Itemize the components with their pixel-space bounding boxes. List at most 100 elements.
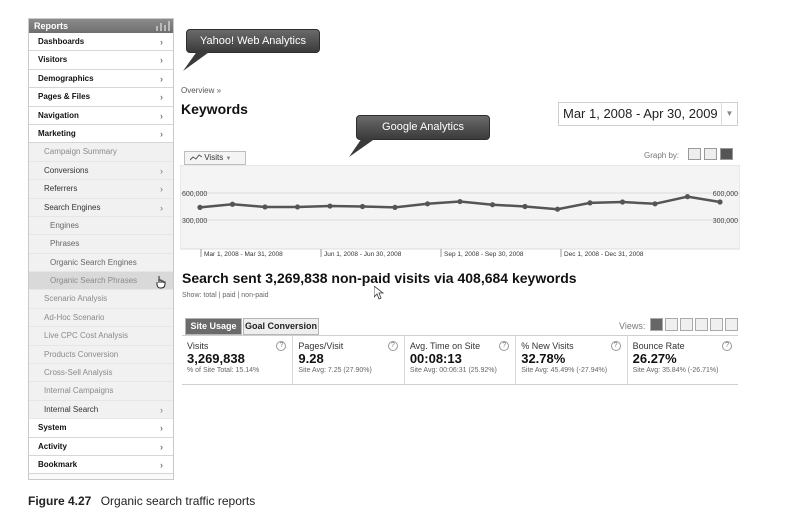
data-point[interactable] (424, 201, 431, 207)
sidebar-item-label: Marketing (38, 128, 76, 138)
chart-view-icon[interactable] (725, 318, 738, 331)
pivot-view-icon[interactable] (710, 318, 723, 331)
table-view-icon[interactable] (650, 318, 663, 331)
sidebar-item[interactable]: Phrases (29, 235, 173, 254)
metric-site-average: % of Site Total: 15.14% (187, 367, 260, 374)
hand-cursor-icon (156, 276, 166, 289)
graph-by-week-icon[interactable] (704, 148, 717, 160)
sidebar-item-label: Engines (50, 220, 79, 230)
data-point[interactable] (392, 204, 398, 210)
x-tick-label: Mar 1, 2008 - Mar 31, 2008 (204, 251, 283, 258)
sidebar-item[interactable]: Marketing › (29, 124, 173, 144)
sidebar-item[interactable]: Scenario Analysis (29, 290, 173, 309)
metric-card: Pages/Visit 9.28 Site Avg: 7.25 (27.90%)? (293, 336, 405, 384)
sidebar-item-label: Activity (38, 441, 67, 451)
date-range-label: Mar 1, 2008 - Apr 30, 2009 (563, 106, 718, 121)
bar-view-icon[interactable] (680, 318, 693, 331)
help-icon[interactable]: ? (610, 341, 621, 351)
graph-by-month-icon[interactable] (720, 148, 733, 160)
help-icon[interactable]: ? (499, 341, 510, 351)
sidebar-item[interactable]: Activity › (29, 437, 173, 456)
sidebar-item[interactable]: Dashboards › (29, 33, 173, 52)
data-point[interactable] (684, 194, 691, 200)
sidebar-item[interactable]: Live CPC Cost Analysis (29, 327, 173, 346)
chevron-right-icon: › (160, 404, 163, 415)
sidebar-item[interactable]: Cross-Sell Analysis (29, 364, 173, 383)
data-point[interactable] (327, 203, 333, 209)
sidebar-item[interactable]: Engines (29, 216, 173, 236)
data-point[interactable] (262, 204, 268, 210)
sidebar-item[interactable]: Navigation › (29, 106, 173, 125)
sidebar-item-label: Campaign Summary (44, 147, 117, 157)
data-point[interactable] (717, 199, 723, 205)
x-tick-label: Sep 1, 2008 - Sep 30, 2008 (444, 251, 524, 258)
sidebar-item-label: Ad-Hoc Scenario (44, 312, 105, 322)
sidebar-item-label: Search Engines (44, 202, 101, 212)
sidebar-item[interactable]: Pages & Files › (29, 88, 173, 107)
figure-number: Figure 4.27 (28, 494, 92, 508)
sidebar-item[interactable]: Organic Search Phrases (29, 272, 173, 291)
figure-caption-text: Organic search traffic reports (100, 494, 256, 508)
google-callout: Google Analytics (356, 115, 490, 140)
breadcrumb[interactable]: Overview » (181, 86, 222, 95)
google-callout-pointer (349, 138, 376, 157)
chevron-right-icon: › (160, 110, 163, 121)
tab-goal-conversion[interactable]: Goal Conversion (243, 318, 319, 335)
sidebar-item-label: Navigation (38, 110, 79, 120)
metric-label: Avg. Time on Site (409, 341, 481, 351)
sidebar-item[interactable]: Campaign Summary (29, 143, 173, 162)
sidebar-title: Reports (34, 21, 69, 31)
bar-chart-icon (156, 21, 170, 31)
sidebar-item[interactable]: Referrers › (29, 180, 173, 199)
sidebar-item[interactable]: Internal Campaigns (29, 382, 173, 401)
sidebar-item-label: Phrases (50, 239, 80, 249)
metric-card: % New Visits 32.78% Site Avg: 45.49% (-27.… (516, 336, 628, 384)
sidebar-item[interactable]: Visitors › (29, 51, 173, 70)
data-point[interactable] (554, 206, 561, 212)
metric-site-average: Site Avg: 35.84% (-26.71%) (632, 367, 719, 374)
comparison-view-icon[interactable] (695, 318, 708, 331)
chevron-down-icon[interactable]: ▼ (721, 103, 737, 125)
help-icon[interactable]: ? (276, 341, 287, 351)
sidebar-item-label: Organic Search Phrases (50, 276, 138, 286)
data-point[interactable] (197, 204, 203, 210)
data-point[interactable] (652, 201, 658, 207)
help-icon[interactable]: ? (722, 341, 733, 351)
pie-view-icon[interactable] (665, 318, 678, 331)
metric-select-button[interactable]: Visits ▼ (184, 151, 246, 165)
sidebar-item-label: Organic Search Engines (50, 257, 137, 267)
metric-card: Visits 3,269,838% of Site Total: 15.14%? (182, 336, 294, 384)
sidebar-item-label: Dashboards (38, 37, 85, 46)
data-point[interactable] (489, 202, 496, 208)
sidebar-item[interactable]: Conversions › (29, 161, 173, 181)
reports-sidebar: Reports Dashboards › Visitors › Demographics… (28, 18, 174, 480)
sidebar-item[interactable]: Demographics › (29, 69, 173, 89)
sidebar-item-label: System (38, 423, 67, 433)
data-point[interactable] (294, 204, 301, 210)
data-point[interactable] (619, 199, 626, 205)
sidebar-item[interactable]: Ad-Hoc Scenario (29, 308, 173, 328)
tab-site-usage[interactable]: Site Usage (185, 318, 242, 335)
chevron-down-icon: ▼ (225, 156, 232, 162)
sidebar-item[interactable]: Internal Search › (29, 400, 173, 420)
chevron-right-icon: › (160, 459, 163, 470)
help-icon[interactable]: ? (387, 341, 398, 351)
data-point[interactable] (359, 203, 366, 210)
sidebar-item[interactable]: Search Engines › (29, 198, 173, 217)
metric-value: 26.27% (632, 351, 677, 366)
chevron-right-icon: › (160, 165, 163, 176)
data-point[interactable] (229, 201, 236, 207)
sidebar-item[interactable]: System › (29, 419, 173, 438)
graph-by-label: Graph by: (644, 151, 680, 160)
show-filter[interactable]: Show: total | paid | non-paid (182, 292, 269, 299)
sidebar-item[interactable]: Products Conversion (29, 345, 173, 365)
date-range-selector[interactable]: Mar 1, 2008 - Apr 30, 2009 ▼ (558, 102, 738, 126)
sidebar-item[interactable]: Organic Search Engines (29, 253, 173, 273)
sidebar-item[interactable]: Bookmark › (29, 455, 173, 475)
sidebar-list: Dashboards › Visitors › Demographics › Pages &… (29, 33, 173, 475)
graph-by-day-icon[interactable] (688, 148, 701, 160)
x-tick-label: Jun 1, 2008 - Jun 30, 2008 (324, 251, 402, 258)
data-point[interactable] (587, 200, 593, 206)
data-point[interactable] (457, 198, 463, 205)
data-point[interactable] (522, 203, 528, 210)
